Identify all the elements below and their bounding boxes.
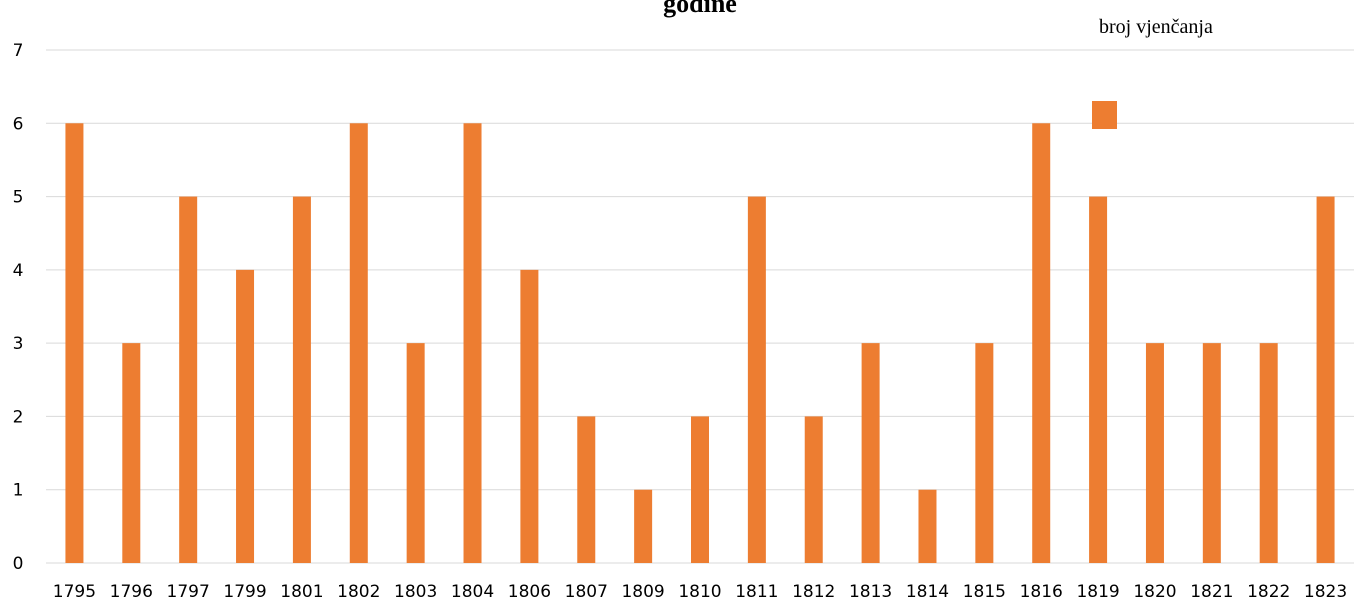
bar [1145,343,1164,563]
bar [1202,343,1221,563]
y-tick-label: 4 [13,261,24,281]
bar [1316,196,1335,564]
bar [65,123,84,564]
bar [918,489,937,563]
bar [520,269,539,563]
y-tick-label: 6 [13,114,24,134]
bar [463,123,482,564]
legend-label: broj vjenčanja [1099,16,1213,38]
x-tick-label: 1796 [110,582,153,602]
y-tick-label: 7 [13,41,24,61]
y-tick-label: 5 [13,188,24,208]
bar [349,123,368,564]
bar [861,343,880,563]
x-tick-label: 1806 [508,582,551,602]
x-tick-label: 1819 [1076,582,1119,602]
legend: broj vjenčanja [1092,16,1213,129]
x-tick-label: 1815 [963,582,1006,602]
x-tick-label: 1804 [451,582,494,602]
bar [1089,196,1108,564]
x-tick-label: 1822 [1247,582,1290,602]
x-tick-label: 1820 [1133,582,1176,602]
bar [179,196,198,564]
legend-swatch [1092,101,1117,129]
x-tick-label: 1813 [849,582,892,602]
bar [406,343,425,563]
x-tick-label: 1809 [621,582,664,602]
x-tick-label: 1812 [792,582,835,602]
y-tick-label: 0 [13,554,24,574]
bar [292,196,311,564]
bar [691,416,709,563]
x-tick-label: 1799 [223,582,266,602]
x-tick-label: 1801 [280,582,323,602]
x-axis-ticks: 1795 1796 1797 1799 1801 1802 1803 1804 1806 1807… [53,582,1347,602]
x-tick-label: 1803 [394,582,437,602]
bar [975,343,994,563]
y-axis-ticks: 0 1 2 3 4 5 6 7 [13,41,24,574]
bars [65,123,1335,564]
bar [1259,343,1278,563]
bar [236,269,255,563]
bar [747,196,766,564]
x-tick-label: 1816 [1020,582,1063,602]
x-tick-label: 1811 [735,582,778,602]
x-tick-label: 1810 [678,582,721,602]
y-tick-label: 3 [13,334,24,354]
y-tick-label: 2 [13,407,24,427]
chart-title: godine [663,0,737,18]
y-tick-label: 1 [13,481,24,501]
x-tick-label: 1807 [565,582,608,602]
x-tick-label: 1795 [53,582,96,602]
bar [1032,123,1051,564]
x-tick-label: 1814 [906,582,949,602]
bar [577,416,596,563]
bar [122,343,141,563]
x-tick-label: 1821 [1190,582,1233,602]
bar [634,489,653,563]
x-tick-label: 1802 [337,582,380,602]
x-tick-label: 1797 [167,582,210,602]
bar [804,416,823,563]
x-tick-label: 1823 [1304,582,1347,602]
